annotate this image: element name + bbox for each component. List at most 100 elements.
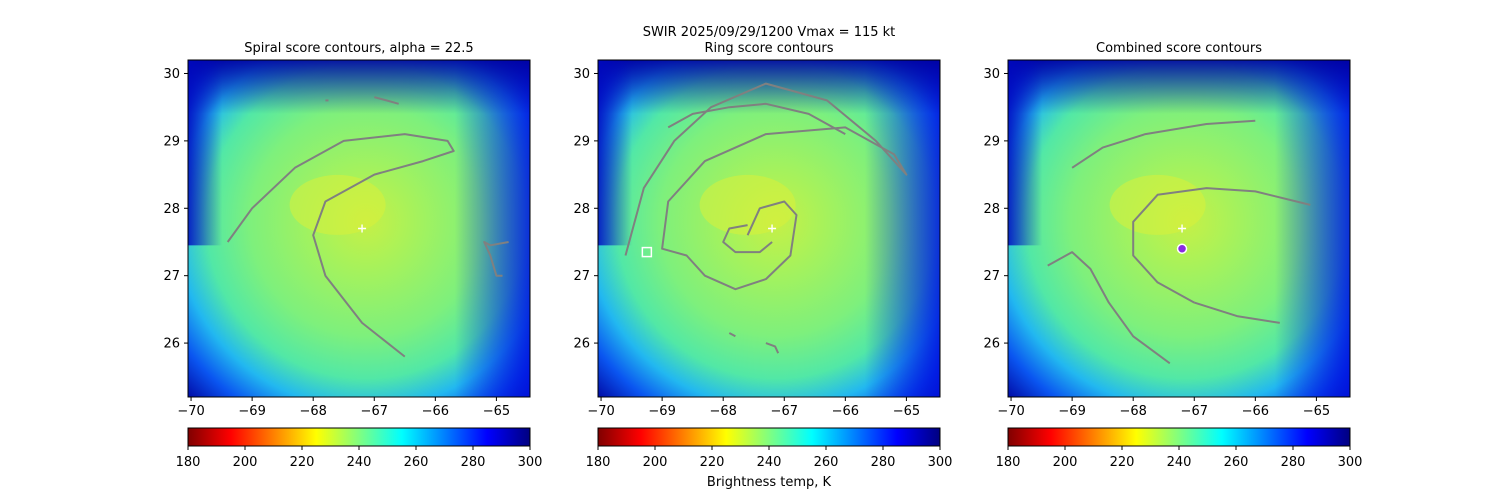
x-tick-label: −67	[361, 404, 388, 419]
brightness-heatmap	[598, 60, 940, 397]
contour-line-1	[226, 133, 455, 358]
storm-center-plus-marker	[358, 224, 367, 233]
storm-center-plus-marker	[1178, 224, 1187, 233]
x-tick-label: −69	[1058, 404, 1085, 419]
combined-center-circle-marker	[1176, 243, 1188, 254]
panel-spiral-title: Spiral score contours, alpha = 22.5	[244, 41, 473, 56]
panel-combined-colorbar: 180 200 220 240 260 280 300	[996, 427, 1363, 470]
x-tick-label: −65	[483, 404, 510, 419]
colorbar-tick-label: 300	[928, 455, 953, 470]
y-tick-label: 29	[573, 134, 590, 149]
x-tick-label: −69	[238, 404, 265, 419]
contour-line-3	[1047, 251, 1171, 365]
y-tick-label: 27	[983, 269, 1000, 284]
y-tick-label: 26	[983, 337, 1000, 352]
contour-line-1	[624, 82, 908, 291]
colorbar-gradient	[1007, 427, 1351, 447]
y-tick-label: 28	[573, 202, 590, 217]
contour-line-2	[1132, 187, 1311, 304]
panel-combined-y-axis: 26 27 28 29 30	[983, 67, 1008, 352]
x-tick-label: −66	[1242, 404, 1269, 419]
contour-line-5	[728, 332, 736, 338]
colorbar-tick-label: 180	[586, 455, 611, 470]
axes-frame	[1007, 59, 1351, 398]
panel-ring: Ring score contours −70 −69 −68 −67 −66 −65 2…	[573, 41, 952, 490]
y-tick-label: 27	[573, 269, 590, 284]
colorbar-tick-label: 280	[461, 455, 486, 470]
panel-spiral-x-axis: −70 −69 −68 −67 −66 −65	[177, 397, 510, 419]
contour-line-4	[765, 342, 780, 354]
x-tick-label: −65	[1303, 404, 1330, 419]
contour-line-4	[1193, 301, 1280, 324]
x-tick-label: −65	[893, 404, 920, 419]
x-tick-label: −68	[1119, 404, 1146, 419]
y-tick-label: 29	[163, 134, 180, 149]
colorbar-tick-label: 220	[290, 455, 315, 470]
colorbar-label: Brightness temp, K	[707, 475, 832, 490]
colorbar-tick-label: 260	[1224, 455, 1249, 470]
contour-line-2	[483, 241, 509, 277]
panel-combined-plot	[1007, 59, 1351, 398]
colorbar-tick-label: 200	[233, 455, 258, 470]
colorbar-tick-label: 280	[1281, 455, 1306, 470]
panel-spiral-plot	[187, 59, 531, 398]
y-tick-label: 26	[573, 337, 590, 352]
y-tick-label: 28	[163, 202, 180, 217]
x-tick-label: −66	[832, 404, 859, 419]
colorbar-tick-label: 240	[347, 455, 372, 470]
ring-center-square-marker	[641, 246, 653, 258]
x-tick-label: −67	[1181, 404, 1208, 419]
axes-frame	[187, 59, 531, 398]
y-tick-label: 28	[983, 202, 1000, 217]
y-tick-label: 30	[983, 67, 1000, 82]
panel-ring-colorbar: 180 200 220 240 260 280 300	[586, 427, 953, 470]
x-tick-label: −69	[648, 404, 675, 419]
colorbar-tick-label: 200	[1053, 455, 1078, 470]
storm-center-plus-marker	[768, 224, 777, 233]
contour-line-1	[1071, 119, 1256, 169]
panel-spiral-colorbar: 180 200 220 240 260 280 300	[176, 427, 542, 470]
colorbar-tick-label: 240	[1167, 455, 1192, 470]
panel-ring-x-axis: −70 −69 −68 −67 −66 −65	[587, 397, 920, 419]
figure-suptitle: SWIR 2025/09/29/1200 Vmax = 115 kt	[643, 25, 896, 40]
contour-line-3	[722, 224, 773, 254]
y-tick-label: 30	[573, 67, 590, 82]
brightness-heatmap	[188, 60, 530, 397]
colorbar-gradient	[597, 427, 941, 447]
x-tick-label: −68	[709, 404, 736, 419]
x-tick-label: −67	[771, 404, 798, 419]
x-tick-label: −68	[299, 404, 326, 419]
colorbar-tick-label: 220	[700, 455, 725, 470]
y-tick-label: 27	[163, 269, 180, 284]
colorbar-tick-label: 300	[1338, 455, 1363, 470]
panel-ring-plot	[597, 59, 941, 398]
colorbar-tick-label: 260	[814, 455, 839, 470]
x-tick-label: −70	[177, 404, 204, 419]
colorbar-tick-label: 240	[757, 455, 782, 470]
colorbar-tick-label: 180	[176, 455, 201, 470]
colorbar-tick-label: 200	[643, 455, 668, 470]
panel-spiral-y-axis: 26 27 28 29 30	[163, 67, 188, 352]
x-tick-label: −70	[997, 404, 1024, 419]
panel-ring-title: Ring score contours	[704, 41, 833, 56]
panel-combined-x-axis: −70 −69 −68 −67 −66 −65	[997, 397, 1330, 419]
brightness-heatmap	[1008, 60, 1350, 397]
colorbar-tick-label: 260	[404, 455, 429, 470]
axes-frame	[597, 59, 941, 398]
colorbar-tick-label: 180	[996, 455, 1021, 470]
x-tick-label: −66	[422, 404, 449, 419]
y-tick-label: 26	[163, 337, 180, 352]
x-tick-label: −70	[587, 404, 614, 419]
colorbar-gradient	[187, 427, 531, 447]
panel-ring-y-axis: 26 27 28 29 30	[573, 67, 598, 352]
panel-combined-title: Combined score contours	[1096, 41, 1262, 56]
panel-spiral: Spiral score contours, alpha = 22.5 −70−…	[163, 41, 542, 470]
y-tick-label: 29	[983, 134, 1000, 149]
colorbar-tick-label: 280	[871, 455, 896, 470]
panel-combined: Combined score contours −70 −69 −68 −67 −66−…	[983, 41, 1362, 470]
y-tick-label: 30	[163, 67, 180, 82]
contour-line-3	[374, 96, 399, 105]
contour-line-2	[667, 102, 846, 135]
colorbar-tick-label: 220	[1110, 455, 1135, 470]
